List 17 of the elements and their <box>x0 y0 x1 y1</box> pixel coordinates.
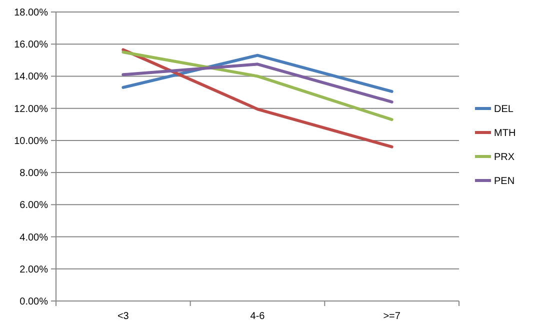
legend-label: MTH <box>494 128 516 139</box>
y-tick-label: 8.00% <box>20 168 48 180</box>
legend-label: PEN <box>494 176 515 187</box>
y-tick-label: 18.00% <box>14 8 48 18</box>
y-tick-label: 0.00% <box>20 296 48 308</box>
legend-label: PRX <box>494 152 515 163</box>
x-tick-label: <3 <box>117 311 130 322</box>
legend-label: DEL <box>494 104 514 115</box>
y-tick-label: 14.00% <box>14 72 48 83</box>
x-tick-label: 4-6 <box>250 311 266 322</box>
y-tick-label: 6.00% <box>20 200 48 212</box>
y-tick-label: 12.00% <box>14 104 48 115</box>
y-tick-label: 2.00% <box>20 264 48 276</box>
y-tick-label: 16.00% <box>14 40 48 51</box>
y-tick-label: 10.00% <box>14 136 48 147</box>
x-tick-label: >=7 <box>383 311 401 322</box>
y-tick-label: 4.00% <box>20 232 48 244</box>
